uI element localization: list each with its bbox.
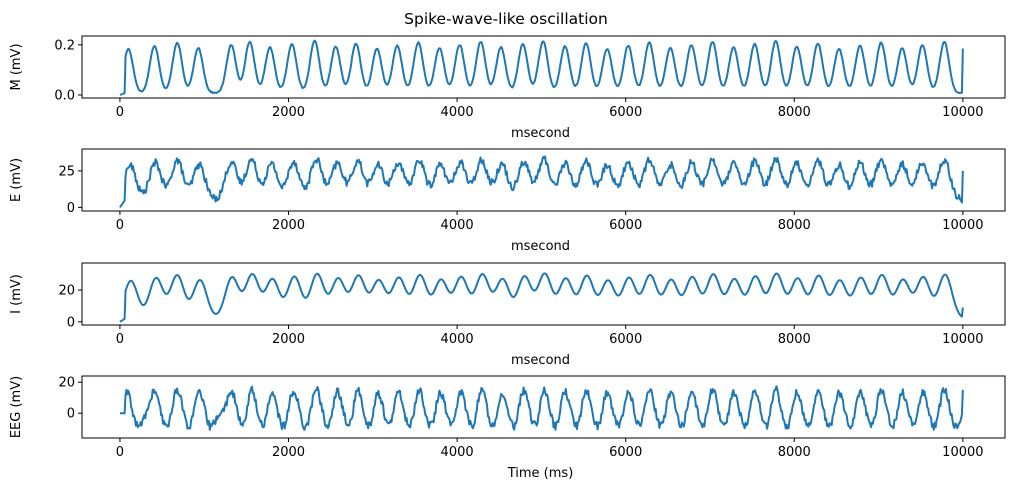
x-tick-label: 8000 <box>778 105 811 120</box>
x-tick-label: 0 <box>116 332 124 347</box>
x-tick-label: 10000 <box>942 218 983 233</box>
x-tick-label: 10000 <box>942 105 983 120</box>
series-line-eeg <box>119 385 964 431</box>
axes-frame <box>81 35 1006 99</box>
x-tick-label: 10000 <box>942 332 983 347</box>
y-tick-label: 0.0 <box>54 88 75 103</box>
x-tick-label: 2000 <box>272 105 305 120</box>
x-tick-label: 8000 <box>778 332 811 347</box>
axes-frame <box>81 262 1006 326</box>
panel-m: 0 2000 4000 6000 8000 10000 0.0 0.2 msecond M (mV… <box>9 35 1006 141</box>
y-tick-label: 20 <box>58 376 75 391</box>
x-tick-label: 2000 <box>272 445 305 460</box>
x-tick-label: 6000 <box>609 218 642 233</box>
y-axis-label: EEG (mV) <box>9 376 24 438</box>
y-axis-label: M (mV) <box>9 43 24 90</box>
y-tick-label: 0 <box>67 201 75 216</box>
x-tick-label: 0 <box>116 218 124 233</box>
series-line-e <box>119 155 964 208</box>
panel-i: 0 2000 4000 6000 8000 10000 0 20 msecond I (mV) <box>9 262 1006 368</box>
x-tick-label: 4000 <box>441 445 474 460</box>
x-tick-label: 4000 <box>441 105 474 120</box>
x-axis-label: msecond <box>511 239 570 254</box>
y-axis-label: I (mV) <box>9 274 24 314</box>
x-tick-label: 2000 <box>272 332 305 347</box>
x-tick-label: 0 <box>116 105 124 120</box>
x-tick-label: 0 <box>116 445 124 460</box>
y-tick-label: 0.2 <box>54 38 75 53</box>
y-axis-label: E (mV) <box>9 158 24 202</box>
x-tick-label: 8000 <box>778 445 811 460</box>
x-axis-label: Time (ms) <box>507 466 574 481</box>
x-tick-label: 4000 <box>441 218 474 233</box>
y-tick-label: 0 <box>67 315 75 330</box>
y-tick-label: 25 <box>58 164 75 179</box>
axes-frame <box>81 148 1006 212</box>
y-tick-label: 0 <box>67 407 75 422</box>
x-axis-label: msecond <box>511 353 570 368</box>
x-tick-label: 6000 <box>609 332 642 347</box>
series-line-m <box>119 39 964 96</box>
axes-frame <box>81 375 1006 439</box>
x-tick-label: 8000 <box>778 218 811 233</box>
x-tick-label: 6000 <box>609 445 642 460</box>
y-tick-label: 20 <box>58 284 75 299</box>
panel-e: 0 2000 4000 6000 8000 10000 0 25 msecond E (mV) <box>9 148 1006 254</box>
x-tick-label: 6000 <box>609 105 642 120</box>
figure-title: Spike-wave-like oscillation <box>404 10 608 28</box>
panel-eeg: 0 2000 4000 6000 8000 10000 0 20 Time (ms) EEG (m… <box>9 375 1006 481</box>
x-tick-label: 10000 <box>942 445 983 460</box>
x-tick-label: 4000 <box>441 332 474 347</box>
series-line-i <box>119 272 964 323</box>
x-axis-label: msecond <box>511 126 570 141</box>
x-tick-label: 2000 <box>272 218 305 233</box>
